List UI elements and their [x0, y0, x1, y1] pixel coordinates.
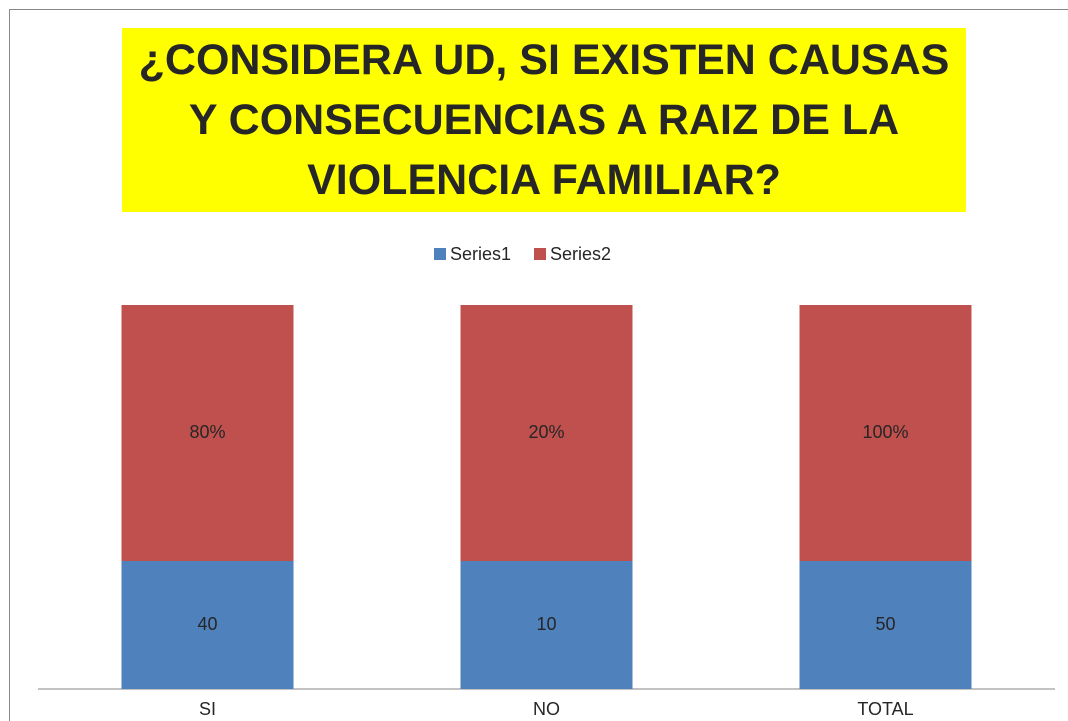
legend-label: Series2: [550, 244, 611, 264]
legend-label: Series1: [450, 244, 511, 264]
data-label: 50: [875, 614, 895, 634]
bar-segment: [460, 561, 633, 689]
data-label: 40: [197, 614, 217, 634]
legend-swatch: [434, 248, 446, 260]
bar-segment: [799, 305, 972, 561]
chart-title: ¿CONSIDERA UD, SI EXISTEN CAUSAS Y CONSE…: [122, 28, 966, 212]
data-label: 80%: [189, 422, 225, 442]
chart-border: [9, 9, 1068, 721]
bar-segment: [460, 305, 633, 561]
x-tick-label: NO: [533, 699, 560, 719]
bar-segment: [799, 561, 972, 689]
data-label: 20%: [528, 422, 564, 442]
data-label: 10: [536, 614, 556, 634]
bar-segment: [121, 561, 294, 689]
bar-segment: [121, 305, 294, 561]
legend-swatch: [534, 248, 546, 260]
x-tick-label: SI: [199, 699, 216, 719]
x-tick-label: TOTAL: [857, 699, 913, 719]
data-label: 100%: [862, 422, 908, 442]
